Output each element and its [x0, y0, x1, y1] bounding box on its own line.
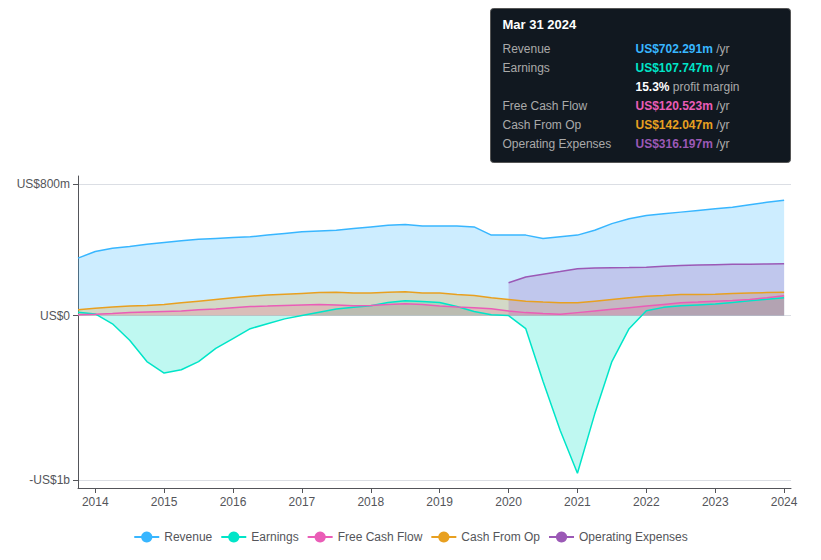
svg-text:Mar 31 2024: Mar 31 2024: [503, 17, 577, 32]
svg-text:US$142.047m: US$142.047m: [636, 118, 713, 132]
svg-text:/yr: /yr: [713, 61, 730, 75]
svg-text:US$107.747m: US$107.747m: [636, 61, 713, 75]
svg-text:-US$1b: -US$1b: [29, 473, 70, 487]
svg-text:Earnings: Earnings: [251, 530, 298, 544]
svg-text:Free Cash Flow: Free Cash Flow: [503, 99, 588, 113]
svg-text:Operating Expenses: Operating Expenses: [579, 530, 688, 544]
svg-text:profit margin: profit margin: [670, 80, 740, 94]
svg-text:US$316.197m: US$316.197m: [636, 137, 713, 151]
svg-text:2019: 2019: [426, 495, 453, 509]
svg-text:US$0: US$0: [40, 309, 70, 323]
svg-text:/yr: /yr: [713, 118, 730, 132]
svg-text:2020: 2020: [495, 495, 522, 509]
svg-text:Revenue: Revenue: [503, 42, 551, 56]
svg-text:/yr: /yr: [713, 42, 730, 56]
svg-text:Revenue: Revenue: [164, 530, 212, 544]
svg-text:Earnings: Earnings: [503, 61, 550, 75]
svg-text:/yr: /yr: [713, 137, 730, 151]
svg-text:Cash From Op: Cash From Op: [503, 118, 582, 132]
svg-text:Operating Expenses: Operating Expenses: [503, 137, 612, 151]
svg-text:US$800m: US$800m: [17, 177, 70, 191]
svg-text:2024: 2024: [771, 495, 798, 509]
svg-text:2023: 2023: [702, 495, 729, 509]
svg-text:/yr: /yr: [713, 99, 730, 113]
svg-text:US$120.523m: US$120.523m: [636, 99, 713, 113]
svg-text:2022: 2022: [633, 495, 660, 509]
svg-text:2018: 2018: [357, 495, 384, 509]
svg-text:2016: 2016: [220, 495, 247, 509]
svg-text:2017: 2017: [289, 495, 316, 509]
svg-text:Cash From Op: Cash From Op: [461, 530, 540, 544]
svg-text:Free Cash Flow: Free Cash Flow: [338, 530, 423, 544]
svg-text:2015: 2015: [151, 495, 178, 509]
svg-text:2014: 2014: [82, 495, 109, 509]
svg-text:US$702.291m: US$702.291m: [636, 42, 713, 56]
svg-text:2021: 2021: [564, 495, 591, 509]
svg-text:15.3%: 15.3%: [636, 80, 670, 94]
